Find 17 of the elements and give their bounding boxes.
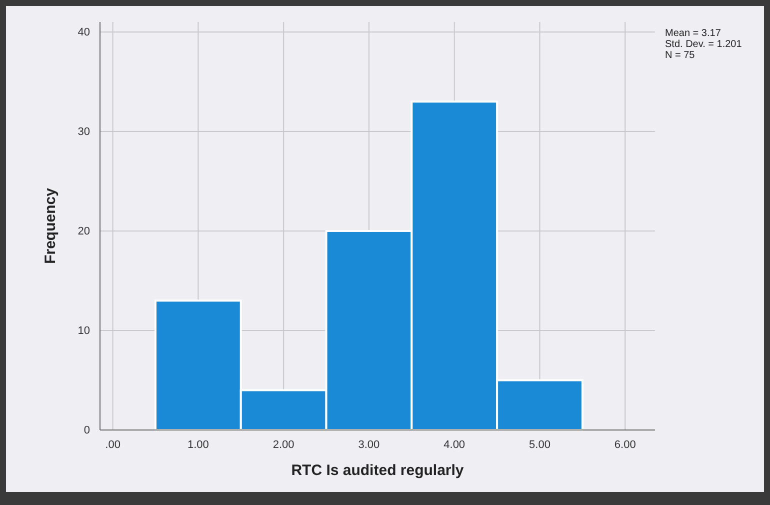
y-tick-label: 10 <box>78 325 90 338</box>
x-tick-label: 3.00 <box>358 438 380 451</box>
y-tick-label: 40 <box>78 26 90 38</box>
x-tick-label: 2.00 <box>272 438 294 451</box>
y-tick-label: 20 <box>78 225 90 238</box>
x-tick-label: .00 <box>105 438 120 451</box>
x-tick-label: 5.00 <box>529 438 550 451</box>
text: Std. Dev. = 1.201 <box>665 39 742 50</box>
y-axis-title: Frequency <box>42 187 59 264</box>
x-tick-label: 4.00 <box>444 438 466 451</box>
text: Mean = 3.17 <box>665 28 722 39</box>
x-axis-title: RTC Is audited regularly <box>291 462 464 479</box>
y-tick-label: 30 <box>78 126 90 138</box>
y-tick-label: 0 <box>84 424 90 437</box>
text: N = 75 <box>665 50 696 61</box>
x-tick-label: 1.00 <box>187 438 209 451</box>
x-tick-label: 6.00 <box>614 438 636 451</box>
